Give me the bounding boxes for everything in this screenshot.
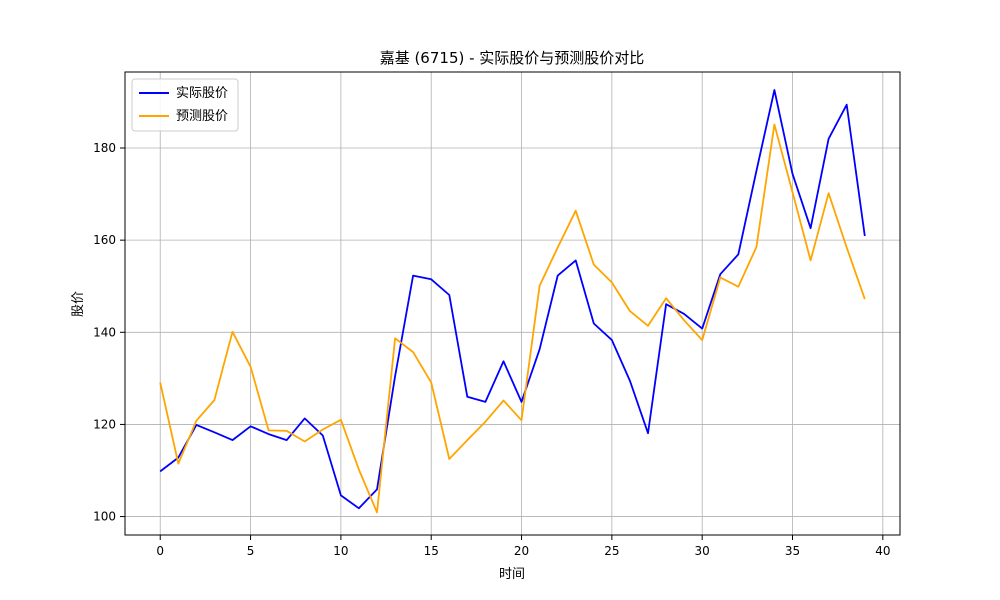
chart-title: 嘉基 (6715) - 实际股价与预测股价对比 — [380, 49, 645, 67]
legend: 实际股价 预测股价 — [131, 78, 239, 132]
y-tick-label: 100 — [93, 510, 116, 524]
y-tick-label: 120 — [93, 417, 116, 431]
series-line-actual — [159, 89, 866, 510]
y-tick-label: 140 — [93, 325, 116, 339]
x-tick-label: 20 — [514, 544, 529, 558]
series-line-predicted — [159, 123, 866, 514]
x-tick-label: 25 — [604, 544, 619, 558]
y-tick-label: 160 — [93, 233, 116, 247]
x-axis-ticks: 0 5 10 15 20 25 30 35 40 — [156, 535, 890, 558]
y-axis-ticks: 100 120 140 160 180 — [93, 141, 125, 524]
y-axis-label: 股价 — [71, 291, 86, 317]
x-tick-label: 10 — [333, 544, 348, 558]
x-tick-label: 40 — [875, 544, 890, 558]
y-tick-label: 180 — [93, 141, 116, 155]
legend-label-predicted: 预测股价 — [176, 109, 228, 124]
x-axis-label: 时间 — [499, 567, 525, 582]
x-tick-label: 0 — [156, 544, 164, 558]
grid-lines — [125, 72, 900, 535]
legend-label-actual: 实际股价 — [176, 86, 228, 101]
x-tick-label: 35 — [785, 544, 800, 558]
x-tick-label: 30 — [695, 544, 710, 558]
plot-frame — [124, 71, 901, 536]
x-tick-label: 5 — [247, 544, 255, 558]
x-tick-label: 15 — [424, 544, 439, 558]
series-layer — [159, 89, 866, 514]
